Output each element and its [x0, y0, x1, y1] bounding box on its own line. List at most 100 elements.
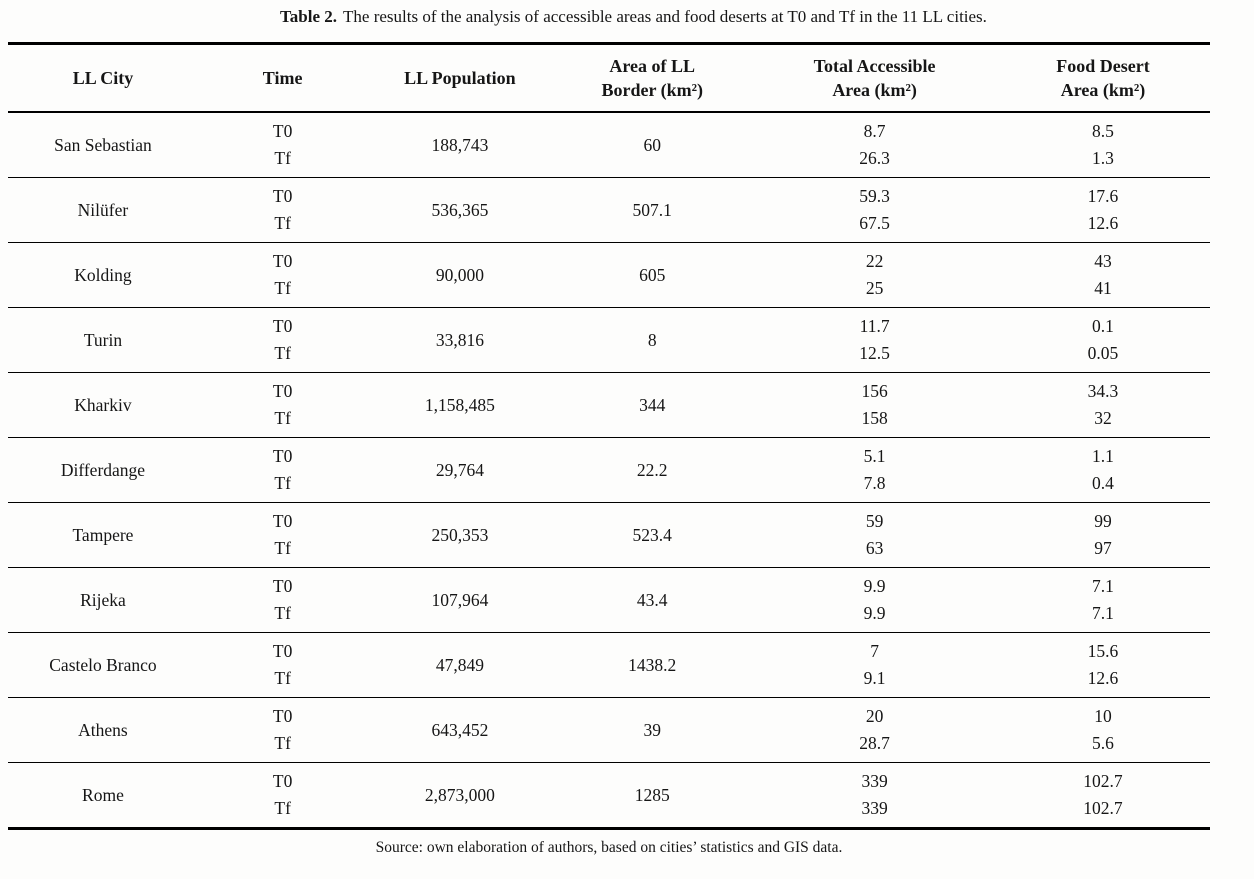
time-cell: T0 Tf: [198, 243, 367, 307]
city-cell: Turin: [83, 329, 123, 350]
accessible-area-cell: 11.7 12.5: [752, 308, 997, 372]
col-header-area-of-ll-border: Area of LL Border (km²): [601, 55, 704, 101]
accessible-area-cell: 22 25: [752, 243, 997, 307]
time-t0-value: T0: [272, 186, 293, 207]
accessible-area-tf-value: 25: [865, 278, 884, 299]
table-row: Rome T0 Tf 2,873,000 1285 339 339 102.7 …: [8, 763, 1210, 827]
accessible-area-cell: 9.9 9.9: [752, 568, 997, 632]
time-tf-value: Tf: [274, 668, 291, 689]
city-cell: San Sebastian: [54, 134, 152, 155]
population-cell: 33,816: [435, 329, 484, 350]
accessible-area-tf-value: 9.1: [863, 668, 886, 689]
food-desert-area-cell: 99 97: [997, 503, 1209, 567]
table-row: Kharkiv T0 Tf 1,158,485 344 156 158 34.3…: [8, 373, 1210, 439]
food-desert-t0-value: 99: [1094, 511, 1112, 532]
food-desert-area-cell: 15.6 12.6: [997, 633, 1209, 697]
food-desert-area-cell: 0.1 0.05: [997, 308, 1209, 372]
accessible-area-tf-value: 7.8: [863, 473, 886, 494]
food-desert-t0-value: 43: [1094, 251, 1112, 272]
city-cell: Tampere: [72, 524, 134, 545]
food-desert-tf-value: 41: [1094, 278, 1112, 299]
accessible-area-tf-value: 158: [861, 408, 888, 429]
food-desert-area-cell: 102.7 102.7: [997, 763, 1209, 827]
table-caption-label: Table 2.: [280, 7, 338, 26]
population-cell: 1,158,485: [424, 394, 495, 415]
accessible-area-cell: 5.1 7.8: [752, 438, 997, 502]
accessible-area-t0-value: 7: [870, 641, 879, 662]
border-area-cell: 1438.2: [628, 654, 677, 675]
food-desert-t0-value: 1.1: [1092, 446, 1114, 467]
border-area-cell: 605: [639, 264, 666, 285]
time-tf-value: Tf: [274, 408, 291, 429]
accessible-area-t0-value: 22: [865, 251, 884, 272]
population-cell: 47,849: [435, 654, 484, 675]
food-desert-t0-value: 10: [1094, 706, 1112, 727]
population-cell: 536,365: [431, 199, 489, 220]
time-t0-value: T0: [272, 251, 293, 272]
population-cell: 29,764: [435, 459, 484, 480]
time-cell: T0 Tf: [198, 698, 367, 762]
food-desert-t0-value: 7.1: [1092, 576, 1114, 597]
food-desert-area-cell: 34.3 32: [997, 373, 1209, 437]
population-cell: 643,452: [431, 719, 489, 740]
border-area-cell: 344: [639, 394, 666, 415]
accessible-area-t0-value: 339: [861, 771, 888, 792]
time-tf-value: Tf: [274, 473, 291, 494]
time-tf-value: Tf: [274, 148, 291, 169]
food-desert-tf-value: 97: [1094, 538, 1112, 559]
city-cell: Rome: [82, 784, 124, 805]
city-cell: Castelo Branco: [49, 654, 157, 675]
border-area-cell: 8: [647, 329, 657, 350]
food-desert-tf-value: 102.7: [1083, 798, 1123, 819]
source-note: Source: own elaboration of authors, base…: [375, 839, 843, 857]
border-area-cell: 1285: [634, 784, 670, 805]
time-cell: T0 Tf: [198, 113, 367, 177]
time-cell: T0 Tf: [198, 568, 367, 632]
accessible-area-t0-value: 156: [861, 381, 888, 402]
time-t0-value: T0: [272, 576, 293, 597]
food-desert-tf-value: 5.6: [1092, 733, 1114, 754]
accessible-area-tf-value: 26.3: [859, 148, 890, 169]
accessible-area-cell: 8.7 26.3: [752, 113, 997, 177]
food-desert-t0-value: 15.6: [1087, 641, 1119, 662]
food-desert-area-cell: 10 5.6: [997, 698, 1209, 762]
col-header-ll-population: LL Population: [404, 67, 516, 88]
time-cell: T0 Tf: [198, 503, 367, 567]
border-area-cell: 507.1: [632, 199, 672, 220]
city-cell: Differdange: [60, 459, 146, 480]
time-cell: T0 Tf: [198, 633, 367, 697]
time-t0-value: T0: [272, 511, 293, 532]
food-desert-tf-value: 12.6: [1087, 668, 1119, 689]
population-cell: 107,964: [431, 589, 489, 610]
accessible-area-cell: 59 63: [752, 503, 997, 567]
food-desert-area-cell: 1.1 0.4: [997, 438, 1209, 502]
accessible-area-cell: 7 9.1: [752, 633, 997, 697]
food-desert-t0-value: 8.5: [1092, 121, 1114, 142]
time-t0-value: T0: [272, 641, 293, 662]
accessible-area-tf-value: 12.5: [859, 343, 890, 364]
food-desert-area-cell: 43 41: [997, 243, 1209, 307]
food-desert-t0-value: 17.6: [1087, 186, 1119, 207]
col-header-food-desert-area: Food Desert Area (km²): [1056, 55, 1150, 101]
col-header-ll-city: LL City: [72, 67, 134, 88]
time-t0-value: T0: [272, 121, 293, 142]
accessible-area-cell: 59.3 67.5: [752, 178, 997, 242]
time-t0-value: T0: [272, 446, 293, 467]
accessible-area-t0-value: 59.3: [859, 186, 890, 207]
city-cell: Kolding: [74, 264, 132, 285]
food-desert-t0-value: 34.3: [1087, 381, 1119, 402]
population-cell: 188,743: [431, 134, 489, 155]
food-desert-tf-value: 0.05: [1087, 343, 1119, 364]
table-row: Kolding T0 Tf 90,000 605 22 25 43 41: [8, 243, 1210, 309]
col-header-total-accessible-area: Total Accessible Area (km²): [813, 55, 936, 101]
food-desert-tf-value: 32: [1094, 408, 1112, 429]
border-area-cell: 43.4: [636, 589, 668, 610]
time-tf-value: Tf: [274, 733, 291, 754]
table-row: Turin T0 Tf 33,816 8 11.7 12.5 0.1 0.05: [8, 308, 1210, 374]
food-desert-area-cell: 17.6 12.6: [997, 178, 1209, 242]
accessible-area-tf-value: 339: [861, 798, 888, 819]
table-row: Differdange T0 Tf 29,764 22.2 5.1 7.8 1.…: [8, 438, 1210, 504]
border-area-cell: 60: [643, 134, 661, 155]
time-tf-value: Tf: [274, 278, 291, 299]
